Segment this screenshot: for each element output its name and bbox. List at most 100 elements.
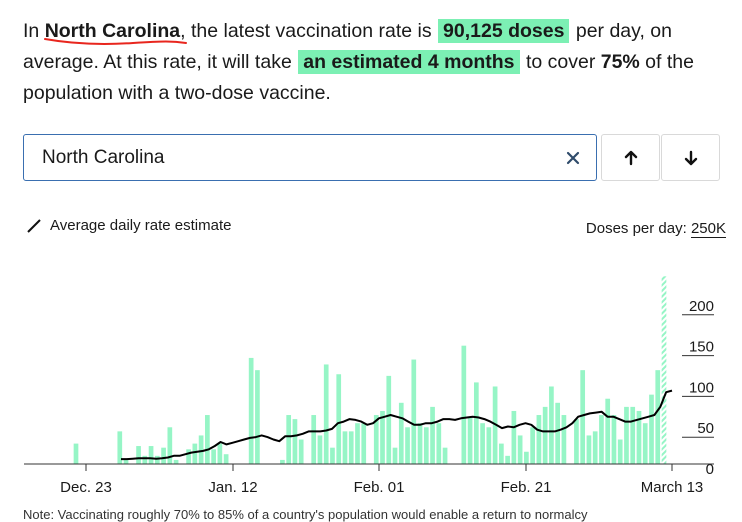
bar bbox=[392, 447, 398, 464]
bar bbox=[355, 423, 360, 464]
bar bbox=[398, 402, 404, 464]
place-name: North Carolina bbox=[43, 16, 187, 47]
bar bbox=[211, 449, 216, 464]
y-tick-label: 50 bbox=[697, 420, 714, 437]
bar bbox=[417, 423, 423, 464]
bar bbox=[511, 410, 517, 464]
average-rate-line bbox=[121, 389, 673, 461]
arrow-up-icon bbox=[624, 150, 637, 165]
bar bbox=[117, 431, 123, 464]
bar bbox=[617, 439, 623, 464]
bar bbox=[217, 443, 223, 464]
bar bbox=[649, 394, 654, 464]
bar bbox=[317, 435, 323, 464]
bar bbox=[286, 415, 292, 464]
bar bbox=[167, 427, 173, 464]
bar bbox=[361, 423, 367, 464]
bar bbox=[505, 455, 510, 464]
bar bbox=[592, 431, 598, 464]
bar bbox=[205, 415, 210, 464]
bar bbox=[423, 427, 429, 464]
bar bbox=[473, 382, 479, 464]
bar bbox=[624, 406, 629, 464]
y-tick-label: 150 bbox=[689, 339, 714, 356]
bar bbox=[467, 416, 473, 464]
bar bbox=[161, 447, 166, 464]
bar bbox=[536, 415, 542, 464]
estimate-highlight: an estimated 4 months bbox=[298, 50, 520, 74]
rate-highlight: 90,125 doses bbox=[438, 19, 570, 43]
bar bbox=[486, 427, 492, 464]
bar bbox=[599, 415, 604, 464]
bar bbox=[655, 370, 661, 464]
bar bbox=[555, 402, 561, 464]
x-tick-label: Jan. 12 bbox=[208, 479, 257, 496]
bar bbox=[636, 410, 642, 464]
headline-summary: In North Carolina, the latest vaccinatio… bbox=[23, 16, 728, 109]
doses-max-value: 250K bbox=[690, 220, 726, 238]
legend-label: Average daily rate estimate bbox=[50, 217, 232, 234]
bar bbox=[661, 276, 667, 464]
next-button[interactable] bbox=[661, 134, 720, 181]
bar bbox=[461, 345, 467, 464]
bar bbox=[436, 423, 442, 464]
bar bbox=[642, 423, 648, 464]
bar bbox=[348, 431, 354, 464]
bar bbox=[549, 386, 554, 464]
bar bbox=[223, 454, 229, 464]
y-tick-label: 100 bbox=[689, 379, 714, 396]
bar bbox=[586, 435, 592, 464]
x-tick-label: Dec. 23 bbox=[60, 479, 112, 496]
bar bbox=[342, 431, 348, 464]
y-tick-label: 200 bbox=[689, 298, 714, 315]
bar bbox=[311, 415, 317, 464]
bar bbox=[248, 357, 254, 464]
bar bbox=[480, 423, 485, 464]
bar bbox=[298, 439, 304, 464]
bar bbox=[580, 370, 586, 464]
underline-annotation bbox=[43, 38, 187, 45]
x-tick-label: Feb. 01 bbox=[354, 479, 405, 496]
bar bbox=[611, 415, 617, 464]
bar bbox=[517, 435, 523, 464]
bar bbox=[136, 446, 141, 464]
bar bbox=[330, 447, 335, 464]
bar bbox=[292, 419, 298, 464]
bar bbox=[542, 406, 548, 464]
bar bbox=[142, 455, 148, 464]
bar bbox=[561, 415, 567, 464]
bar bbox=[73, 443, 79, 464]
bar bbox=[255, 370, 260, 464]
bar bbox=[280, 459, 285, 464]
bar bbox=[442, 447, 448, 464]
bar bbox=[173, 459, 179, 464]
bar bbox=[405, 427, 410, 464]
bar bbox=[198, 435, 204, 464]
percent-value: 75% bbox=[600, 51, 640, 73]
bar bbox=[192, 443, 198, 464]
close-icon[interactable] bbox=[562, 147, 584, 169]
bar bbox=[430, 406, 435, 464]
bar bbox=[380, 410, 385, 464]
doses-per-day-label: Doses per day: 250K bbox=[585, 220, 726, 238]
y-tick-label: 0 bbox=[706, 461, 714, 478]
previous-button[interactable] bbox=[601, 134, 660, 181]
bar bbox=[574, 419, 579, 464]
bar bbox=[605, 398, 611, 464]
x-tick-label: March 13 bbox=[641, 479, 704, 496]
bar bbox=[373, 415, 379, 464]
x-tick-label: Feb. 21 bbox=[501, 479, 552, 496]
bar bbox=[630, 406, 636, 464]
line-legend-icon bbox=[27, 218, 41, 233]
bar bbox=[123, 459, 129, 464]
bar bbox=[336, 374, 342, 464]
chart-legend: Average daily rate estimate bbox=[26, 217, 232, 234]
bar bbox=[499, 443, 504, 464]
search-field[interactable] bbox=[23, 134, 597, 181]
bar bbox=[386, 375, 392, 464]
bar bbox=[524, 451, 529, 464]
vaccination-chart: 200 150 100 50 0 Dec. 23 Jan. 12 Feb. 01 Feb. 21… bbox=[24, 276, 714, 496]
arrow-down-icon bbox=[684, 150, 697, 165]
search-input[interactable] bbox=[42, 146, 532, 169]
bar bbox=[186, 449, 191, 464]
